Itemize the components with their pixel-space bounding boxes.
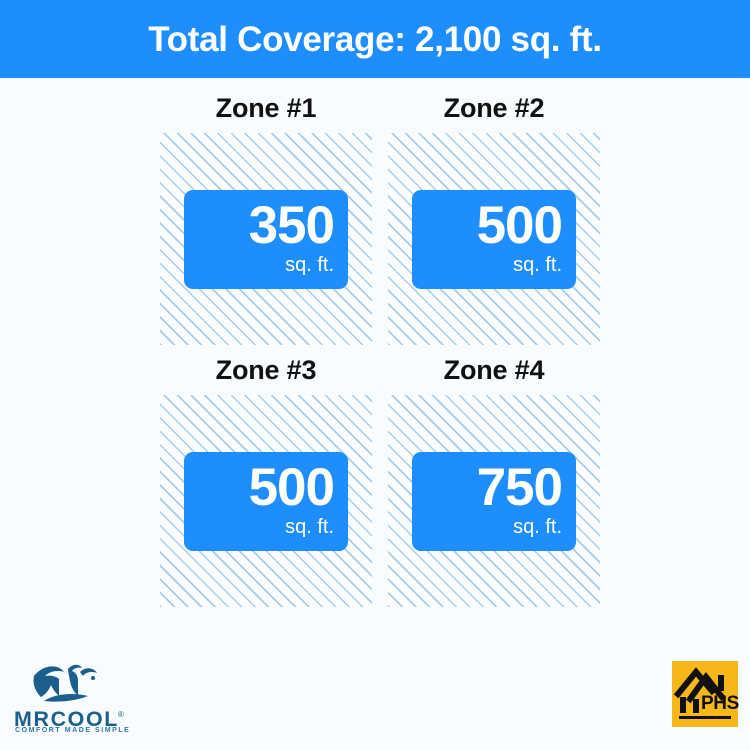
- polar-bear-icon: [28, 663, 106, 707]
- page-title: Total Coverage: 2,100 sq. ft.: [148, 19, 602, 59]
- phs-logo-text: PHS: [701, 693, 739, 714]
- zone-cell-1: Zone #1 350 sq. ft.: [160, 95, 372, 345]
- zone-unit-2: sq. ft.: [513, 253, 562, 276]
- zone-label-4: Zone #4: [443, 355, 545, 385]
- zone-area-tile-2: 500 sq. ft.: [388, 133, 600, 345]
- zone-label-1: Zone #1: [215, 93, 317, 123]
- house-roof-icon: [673, 667, 731, 719]
- zone-value-4: 750: [476, 458, 563, 518]
- footer: MRCOOL ® COMFORT MADE SIMPLE PHS: [0, 655, 750, 750]
- mrcool-logo: MRCOOL ® COMFORT MADE SIMPLE: [14, 663, 144, 743]
- zone-cell-2: Zone #2 500 sq. ft.: [388, 95, 600, 345]
- zone-area-tile-3: 500 sq. ft.: [160, 395, 372, 607]
- zone-value-card-3: 500 sq. ft.: [184, 451, 348, 551]
- zone-unit-3: sq. ft.: [285, 515, 334, 538]
- zone-cell-3: Zone #3 500 sq. ft.: [160, 357, 372, 607]
- zone-label-2: Zone #2: [443, 93, 545, 123]
- zone-unit-4: sq. ft.: [513, 515, 562, 538]
- zone-value-1: 350: [248, 196, 335, 256]
- zone-area-tile-1: 350 sq. ft.: [160, 133, 372, 345]
- mrcool-wordmark: MRCOOL ®: [14, 709, 144, 730]
- zones-grid: Zone #1 350 sq. ft. Zone #2 500 sq. ft. …: [160, 95, 600, 607]
- zone-value-card-4: 750 sq. ft.: [412, 451, 576, 551]
- zone-value-card-2: 500 sq. ft.: [412, 189, 576, 289]
- zone-label-3: Zone #3: [215, 355, 317, 385]
- mrcool-wordmark-text: MRCOOL: [14, 708, 119, 731]
- zone-value-card-1: 350 sq. ft.: [184, 189, 348, 289]
- header-banner: Total Coverage: 2,100 sq. ft.: [0, 0, 750, 78]
- mrcool-tagline: COMFORT MADE SIMPLE: [15, 727, 131, 734]
- phs-logo: PHS: [672, 661, 739, 727]
- zone-value-3: 500: [248, 458, 335, 518]
- zone-value-2: 500: [476, 196, 563, 256]
- zone-unit-1: sq. ft.: [285, 253, 334, 276]
- zone-cell-4: Zone #4 750 sq. ft.: [388, 357, 600, 607]
- registered-trademark-icon: ®: [117, 710, 124, 719]
- zone-area-tile-4: 750 sq. ft.: [388, 395, 600, 607]
